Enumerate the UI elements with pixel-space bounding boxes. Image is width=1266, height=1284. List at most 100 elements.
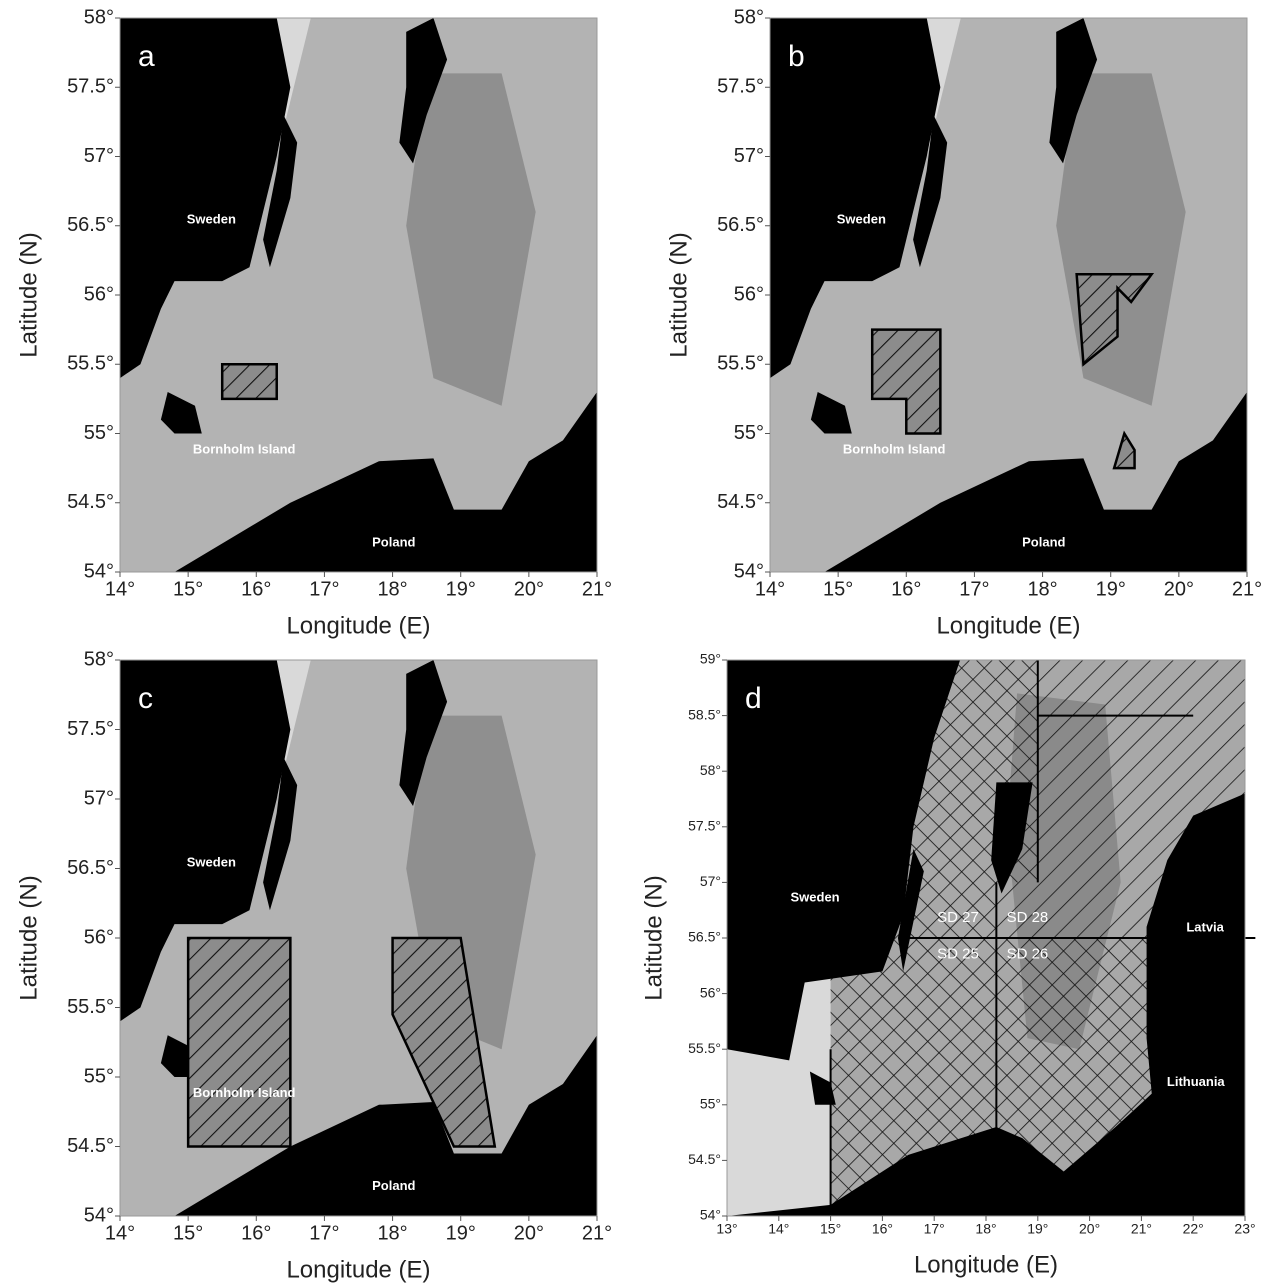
x-tick-label: 17° [309, 578, 339, 600]
land [120, 18, 291, 379]
x-tick-label: 20° [514, 1222, 544, 1244]
study-area [391, 936, 497, 1148]
x-tick-label: 23° [1234, 1221, 1255, 1237]
x-tick-label: 14° [105, 1222, 135, 1244]
x-tick-label: 17° [309, 1222, 339, 1244]
land [991, 782, 1033, 894]
land [174, 1035, 597, 1216]
x-tick-label: 18° [377, 1222, 407, 1244]
x-tick-label: 13° [716, 1221, 737, 1237]
place-label: Latvia [1186, 919, 1224, 934]
place-label: Bornholm Island [843, 442, 946, 457]
y-tick-label: 56° [84, 283, 114, 305]
x-tick-label: 15° [173, 578, 203, 600]
y-tick-label: 55° [700, 1096, 721, 1112]
x-tick-label: 15° [820, 1221, 841, 1237]
x-tick-label: 20° [514, 578, 544, 600]
x-tick-label: 20° [1164, 578, 1194, 600]
land [727, 660, 961, 1061]
y-tick-label: 55.5° [717, 353, 764, 375]
y-axis-label: Latitude (N) [640, 875, 667, 1000]
y-tick-label: 59° [700, 651, 721, 667]
sea-deep [406, 73, 536, 406]
y-tick-label: 57.5° [67, 76, 114, 98]
x-tick-label: 19° [1096, 578, 1126, 600]
land [120, 660, 291, 1022]
place-label: Sweden [790, 889, 839, 904]
panel-letter: a [138, 40, 155, 73]
x-tick-label: 16° [891, 578, 921, 600]
map-panel: Sweden Bornholm Island Poland b 14° 15° 16° 17°… [665, 6, 1262, 639]
x-tick-label: 19° [446, 1222, 476, 1244]
place-label: Lithuania [1167, 1074, 1226, 1089]
sd-label: SD 28 [1007, 909, 1049, 926]
x-tick-label: 14° [105, 578, 135, 600]
land [770, 18, 941, 379]
land [263, 757, 298, 911]
y-tick-label: 57° [84, 787, 114, 809]
y-tick-label: 57° [700, 873, 721, 889]
y-tick-label: 54° [734, 560, 764, 582]
panel-letter: c [138, 682, 153, 715]
land [1049, 18, 1098, 164]
y-axis-label: Latitude (N) [15, 875, 42, 1000]
x-tick-label: 19° [1027, 1221, 1048, 1237]
study-area [870, 328, 942, 435]
y-tick-label: 54° [84, 1204, 114, 1226]
y-tick-label: 54.5° [67, 491, 114, 513]
place-label: Sweden [837, 212, 886, 227]
land [727, 793, 1245, 1216]
y-tick-label: 58.5° [688, 706, 721, 722]
y-tick-label: 56° [84, 926, 114, 948]
panel-letter: b [788, 40, 805, 73]
y-tick-label: 56° [700, 984, 721, 1000]
y-tick-label: 56.5° [67, 214, 114, 236]
study-area [186, 936, 292, 1148]
x-tick-label: 18° [975, 1221, 996, 1237]
x-tick-label: 14° [768, 1221, 789, 1237]
land [399, 660, 448, 806]
land [913, 114, 948, 268]
x-tick-label: 15° [173, 1222, 203, 1244]
y-tick-label: 57° [84, 145, 114, 167]
place-label: Sweden [187, 854, 236, 869]
place-label: Poland [372, 1178, 415, 1193]
map-panel: Sweden Latvia Lithuania SD 27 SD 28 SD 25 SD 2… [640, 651, 1255, 1279]
x-tick-label: 21° [582, 578, 612, 600]
y-axis-label: Latitude (N) [665, 232, 692, 357]
y-tick-label: 57.5° [717, 76, 764, 98]
y-tick-label: 58° [700, 762, 721, 778]
y-tick-label: 57° [734, 145, 764, 167]
x-tick-label: 18° [377, 578, 407, 600]
x-tick-label: 18° [1027, 578, 1057, 600]
study-area [1075, 272, 1155, 367]
land [174, 391, 597, 572]
x-tick-label: 22° [1183, 1221, 1204, 1237]
y-tick-label: 58° [84, 6, 114, 28]
x-tick-label: 21° [1232, 578, 1262, 600]
y-tick-label: 56.5° [688, 929, 721, 945]
land [263, 114, 298, 268]
x-tick-label: 16° [241, 578, 271, 600]
y-tick-label: 55° [734, 422, 764, 444]
x-tick-label: 16° [872, 1221, 893, 1237]
map-area [120, 660, 597, 1216]
land [809, 1071, 836, 1105]
x-tick-label: 16° [241, 1222, 271, 1244]
panel-letter: d [745, 682, 762, 715]
x-axis-label: Longitude (E) [914, 1251, 1058, 1278]
y-tick-label: 55° [84, 422, 114, 444]
land [810, 391, 852, 434]
y-tick-label: 55.5° [67, 353, 114, 375]
sd-label: SD 26 [1007, 946, 1049, 963]
x-tick-label: 21° [582, 1222, 612, 1244]
y-tick-label: 56.5° [717, 214, 764, 236]
y-tick-label: 54.5° [688, 1151, 721, 1167]
place-label: Poland [372, 534, 415, 549]
y-tick-label: 57.5° [67, 718, 114, 740]
x-tick-label: 17° [959, 578, 989, 600]
y-tick-label: 56° [734, 283, 764, 305]
land [399, 18, 448, 164]
y-tick-label: 57.5° [688, 818, 721, 834]
